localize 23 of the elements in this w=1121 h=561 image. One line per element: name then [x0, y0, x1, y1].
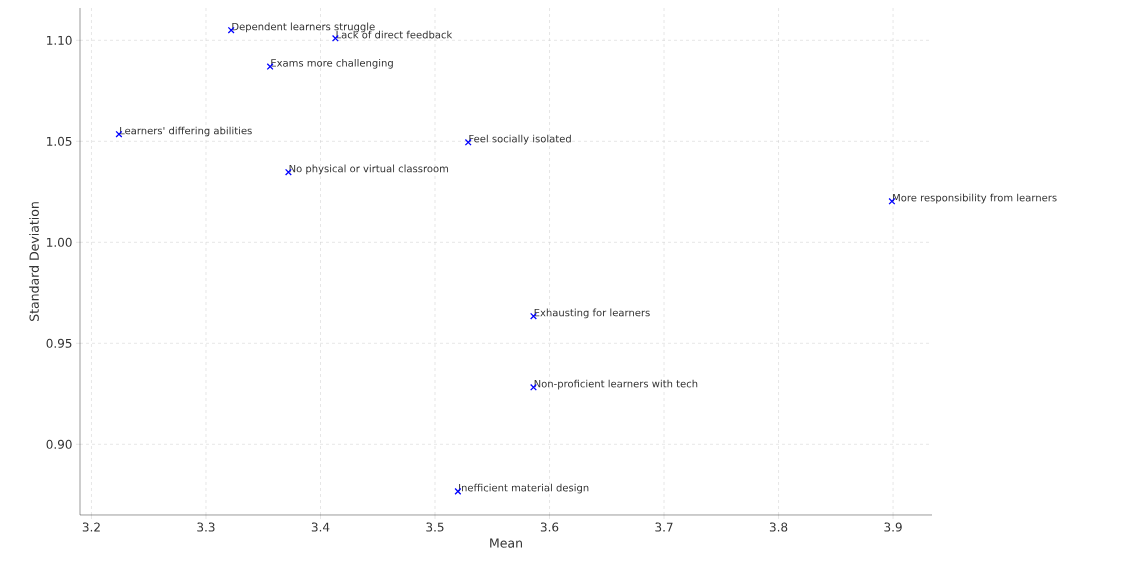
annotation: Feel socially isolated — [469, 134, 571, 145]
annotation: No physical or virtual classroom — [289, 164, 449, 175]
x-tick-label: 3.2 — [82, 522, 100, 532]
x-tick-label: 3.3 — [197, 522, 215, 532]
x-tick-label: 3.5 — [426, 522, 444, 532]
y-tick-label: 0.95 — [46, 338, 72, 348]
x-tick-label: 3.8 — [769, 522, 788, 532]
y-tick-label: 1.10 — [47, 35, 72, 45]
y-axis-title: Standard Deviation — [29, 202, 39, 321]
x-tick-label: 3.6 — [540, 522, 559, 532]
x-tick-label: 3.7 — [655, 522, 673, 532]
annotation: Exams more challenging — [271, 58, 393, 69]
x-tick-label: 3.9 — [884, 522, 902, 532]
annotation: Inefficient material design — [459, 483, 589, 494]
annotation: Exhausting for learners — [534, 308, 650, 319]
x-axis-title: Mean — [490, 538, 522, 548]
annotation: More responsibility from learners — [893, 193, 1057, 204]
annotation: Non-proficient learners with tech — [534, 379, 698, 390]
y-tick-label: 0.90 — [46, 439, 72, 449]
y-tick-label: 1.05 — [47, 136, 72, 146]
y-tick-label: 1.00 — [47, 237, 72, 247]
x-tick-label: 3.4 — [311, 522, 330, 532]
annotation: Learners' differing abilities — [120, 126, 252, 137]
